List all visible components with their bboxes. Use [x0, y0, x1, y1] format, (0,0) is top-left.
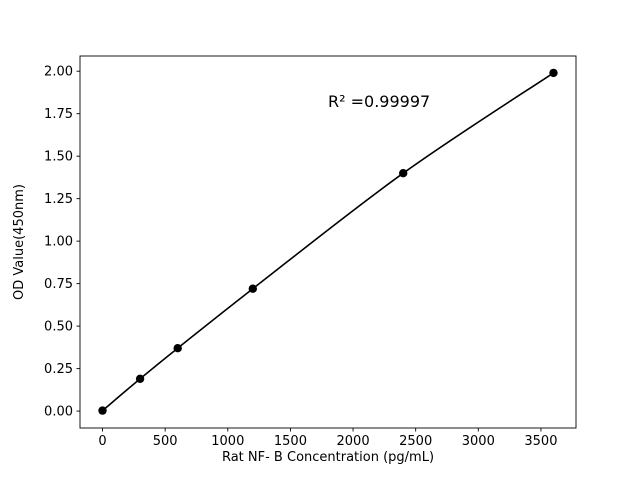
x-tick-label: 3500: [524, 434, 557, 449]
data-point: [135, 374, 145, 383]
x-tick-label: 3000: [462, 434, 495, 449]
plot-area: 0 500 1000 1500 2000 2500 3000 3500 0.00 0.25 0.50…: [44, 55, 577, 449]
x-tick-label: 1500: [274, 434, 307, 449]
data-point: [399, 169, 408, 178]
y-tick-label: 2.00: [44, 65, 73, 80]
y-tick-label: 0.75: [44, 277, 73, 292]
y-tick-label: 0.00: [44, 405, 73, 420]
y-tick-label: 1.00: [44, 235, 73, 250]
y-tick-label: 0.25: [44, 362, 73, 377]
x-tick-label: 2000: [337, 434, 370, 449]
data-point: [549, 68, 558, 78]
data-point: [173, 344, 182, 353]
x-tick-label: 0: [98, 434, 106, 449]
y-tick-label: 0.50: [44, 320, 73, 335]
x-tick-label: 500: [153, 434, 178, 449]
y-tick-label: 1.50: [44, 150, 73, 165]
y-tick-label: 1.75: [44, 107, 73, 122]
x-tick-label: 2500: [399, 434, 432, 449]
r-squared-annotation: R² =0.99997: [328, 92, 430, 111]
data-point: [248, 284, 257, 293]
data-point: [98, 406, 107, 415]
x-axis-label: Rat NF- B Concentration (pg/mL): [222, 450, 434, 465]
y-axis-label: OD Value(450nm): [12, 184, 27, 300]
y-tick-label: 1.25: [44, 192, 73, 207]
axis-frame: [79, 55, 577, 429]
curve-line: [101, 72, 554, 412]
x-tick-label: 1000: [211, 434, 244, 449]
